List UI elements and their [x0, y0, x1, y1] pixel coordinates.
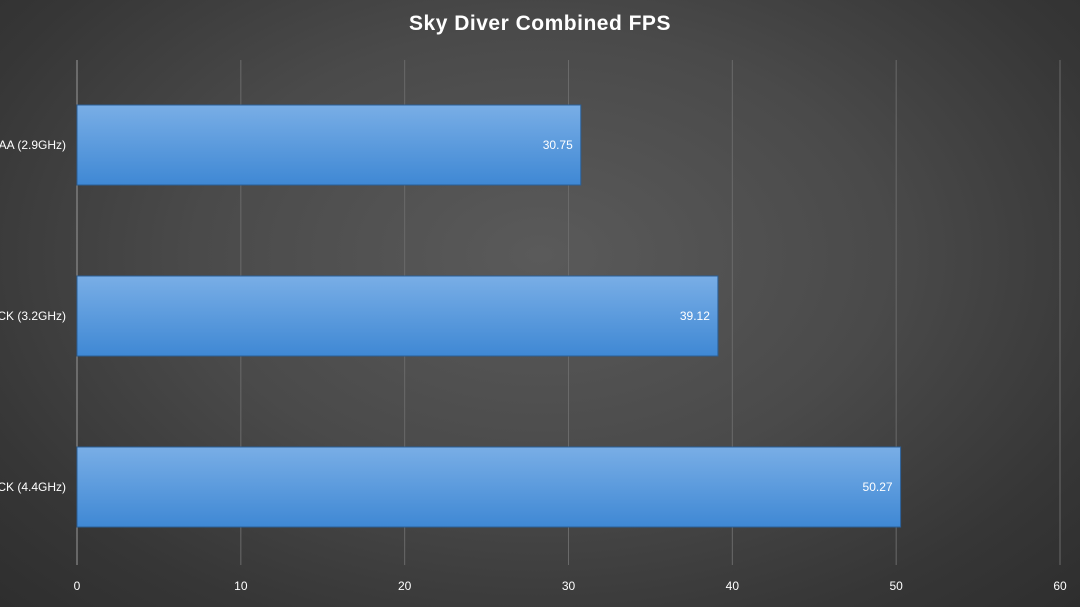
x-tick-label: 60 [1053, 579, 1067, 593]
x-tick-label: 10 [234, 579, 248, 593]
category-label: CK (4.4GHz) [0, 480, 66, 494]
x-tick-label: 0 [74, 579, 81, 593]
chart-title: Sky Diver Combined FPS [409, 12, 671, 35]
labels: 0 10 20 30 40 50 60 30.75 AA (2.9GHz) 39.12 CK (3.… [0, 138, 1067, 593]
bar [76, 446, 902, 528]
x-tick-label: 50 [889, 579, 903, 593]
x-tick-label: 30 [562, 579, 576, 593]
category-label: CK (3.2GHz) [0, 309, 66, 323]
bar-value-label: 50.27 [863, 480, 893, 494]
x-tick-label: 20 [398, 579, 412, 593]
bar [76, 275, 719, 357]
category-label: AA (2.9GHz) [0, 138, 66, 152]
bar-value-label: 30.75 [543, 138, 573, 152]
x-tick-label: 40 [726, 579, 740, 593]
bar-value-label: 39.12 [680, 309, 710, 323]
bar [76, 104, 582, 186]
bars [76, 104, 902, 528]
